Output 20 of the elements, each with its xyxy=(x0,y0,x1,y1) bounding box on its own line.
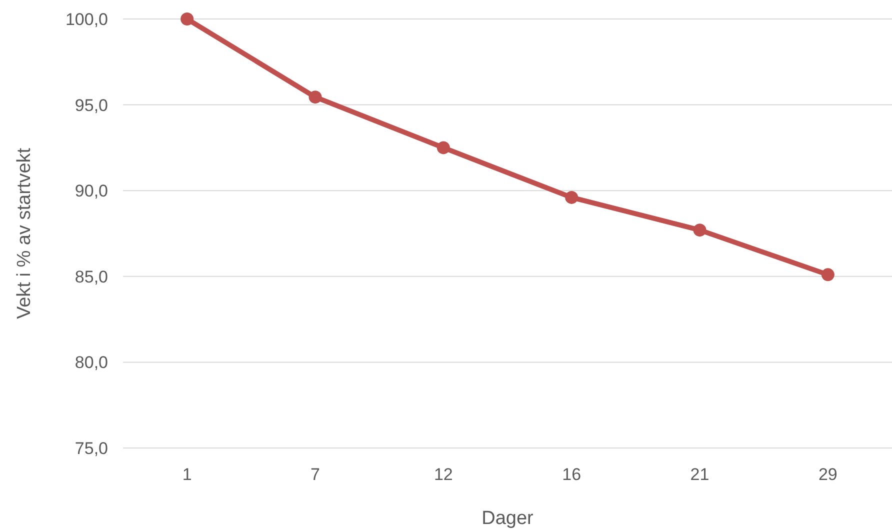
x-tick-label: 1 xyxy=(182,465,192,484)
x-axis-title: Dager xyxy=(482,508,534,529)
point xyxy=(180,12,194,26)
point xyxy=(308,90,322,104)
y-tick-label: 75,0 xyxy=(74,438,108,458)
y-axis-title: Vekt i % av startvekt xyxy=(14,147,35,320)
point xyxy=(565,190,578,204)
x-tick-label: 21 xyxy=(690,465,710,484)
y-tick-label: 95,0 xyxy=(74,96,108,115)
x-tick-label: 7 xyxy=(310,465,320,484)
point xyxy=(436,141,450,154)
y-tick-label: 80,0 xyxy=(74,353,108,372)
point xyxy=(693,224,706,237)
x-tick-label: 29 xyxy=(818,465,838,484)
y-tick-label: 85,0 xyxy=(74,267,108,286)
point xyxy=(821,268,834,282)
x-tick-label: 16 xyxy=(562,465,582,484)
y-tick-label: 90,0 xyxy=(74,182,108,201)
y-tick-label: 100,0 xyxy=(65,10,108,29)
x-tick-label: 12 xyxy=(434,465,453,484)
